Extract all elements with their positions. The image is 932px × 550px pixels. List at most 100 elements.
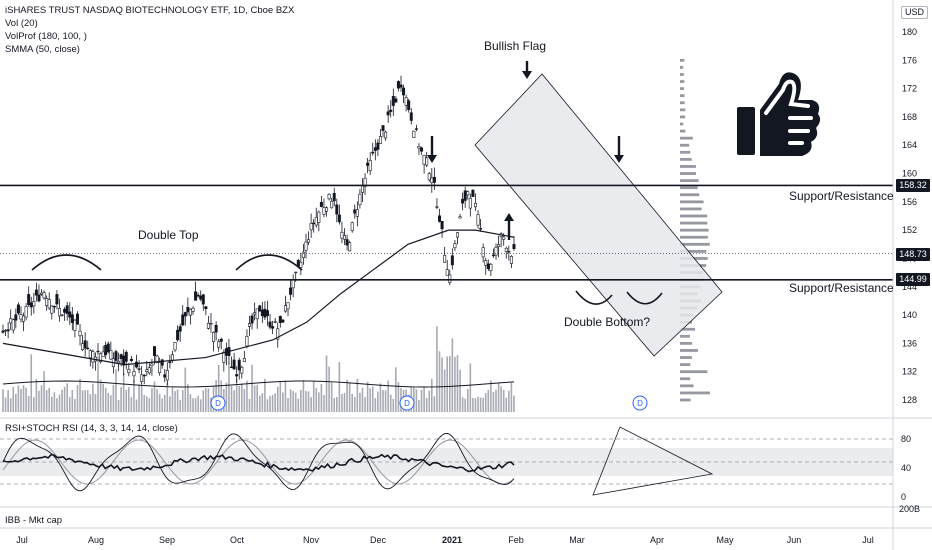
volume-bar <box>487 389 490 412</box>
price-tag-upper: 158.32 <box>896 179 930 192</box>
candle-body <box>479 228 483 230</box>
volume-profile-bar <box>680 384 694 388</box>
candle-body <box>191 307 195 312</box>
volume-bar <box>461 397 464 412</box>
volume-bar <box>158 393 161 412</box>
volume-profile-bar <box>680 157 692 161</box>
x-tick-label: Dec <box>370 535 387 545</box>
y-tick-label: 176 <box>902 55 917 65</box>
candle-body <box>443 254 447 263</box>
candle-body <box>507 251 511 253</box>
volume-bar <box>312 381 315 412</box>
volume-bar <box>235 378 238 412</box>
volume-bar <box>140 385 143 412</box>
volume-bar <box>359 392 361 412</box>
flag-rectangle <box>474 73 723 357</box>
volume-bar <box>166 382 169 412</box>
candle-body <box>502 236 506 240</box>
candle-body <box>345 239 349 246</box>
candle-body <box>83 340 87 349</box>
volume-bar <box>264 378 266 412</box>
candle-body <box>325 207 329 212</box>
volume-bar <box>130 397 133 412</box>
volume-bar <box>377 391 379 412</box>
volume-profile <box>680 58 710 402</box>
candle-body <box>217 341 221 348</box>
candle-body <box>260 309 264 316</box>
volume-bar <box>169 396 171 412</box>
candle-body <box>402 87 406 96</box>
candle-body <box>250 315 254 324</box>
volume-bar <box>325 355 328 412</box>
thumbs-up-icon <box>737 72 821 156</box>
down-arrow-right <box>614 136 624 163</box>
volume-bar <box>66 383 68 412</box>
candle-body <box>404 97 408 106</box>
rsi-stoch-pane <box>0 426 893 496</box>
candle-body <box>45 298 49 306</box>
candle-body <box>152 346 156 356</box>
candle-body <box>206 322 210 329</box>
chart-title: iSHARES TRUST NASDAQ BIOTECHNOLOGY ETF, … <box>5 5 295 16</box>
volume-bar <box>115 369 117 412</box>
candle-body <box>317 211 321 223</box>
candle-body <box>294 271 298 274</box>
volume-profile-bar <box>680 214 708 218</box>
indicator-smma[interactable]: SMMA (50, close) <box>5 44 80 55</box>
volume-profile-bar <box>680 341 693 345</box>
candle-body <box>65 305 69 314</box>
volume-bar <box>84 390 86 412</box>
volume-profile-bar <box>680 136 693 140</box>
x-tick-label: 2021 <box>442 535 462 545</box>
volume-bar <box>387 380 389 412</box>
candle-body <box>212 332 216 342</box>
volume-bar <box>364 397 366 412</box>
currency-button[interactable]: USD <box>901 6 929 19</box>
volume-bar <box>508 390 510 412</box>
volume-bar <box>261 393 264 412</box>
volume-bar <box>318 392 320 412</box>
volume-bar <box>251 364 253 412</box>
candle-body <box>389 109 393 112</box>
down-arrow-peak <box>522 61 532 79</box>
indicator-vol[interactable]: Vol (20) <box>5 18 38 29</box>
candle-body <box>422 155 426 165</box>
volume-bar <box>122 373 125 412</box>
candle-body <box>145 369 149 373</box>
volume-bar <box>466 389 469 412</box>
price-tag-current: 148.73 <box>896 248 930 261</box>
mktcap-label[interactable]: IBB - Mkt cap <box>5 515 63 526</box>
x-tick-label: May <box>716 535 734 545</box>
volume-bar <box>153 381 156 412</box>
candle-body <box>278 315 282 323</box>
candle-body <box>368 160 372 171</box>
y-tick-label: 156 <box>902 197 917 207</box>
candle-body <box>391 96 395 106</box>
volume-profile-bar <box>680 377 691 381</box>
candle-body <box>335 204 339 215</box>
candle-body <box>430 177 434 184</box>
volume-bar <box>392 398 395 412</box>
volume-profile-bar <box>680 80 685 83</box>
volume-bar <box>205 388 207 412</box>
volume-bar <box>297 398 300 412</box>
candle-body <box>29 302 33 308</box>
indicator-volprof[interactable]: VolProf (180, 100, ) <box>5 31 87 42</box>
double-top-arc-2 <box>235 254 303 271</box>
volume-bar <box>397 382 400 412</box>
volume-profile-bar <box>680 172 696 175</box>
rsi-stoch-label[interactable]: RSI+STOCH RSI (14, 3, 3, 14, 14, close) <box>5 423 178 434</box>
volume-bar <box>38 390 40 412</box>
volume-bar <box>420 389 423 412</box>
candle-body <box>248 323 252 327</box>
volume-bar <box>305 391 307 412</box>
volume-profile-bar <box>680 58 685 62</box>
smma-50-line <box>2 229 515 366</box>
y-tick-label: 152 <box>902 225 917 235</box>
volume-profile-bar <box>680 179 699 183</box>
mktcap-tick: 200B <box>899 504 921 514</box>
candle-body <box>158 362 162 373</box>
y-tick-label: 136 <box>902 338 917 348</box>
